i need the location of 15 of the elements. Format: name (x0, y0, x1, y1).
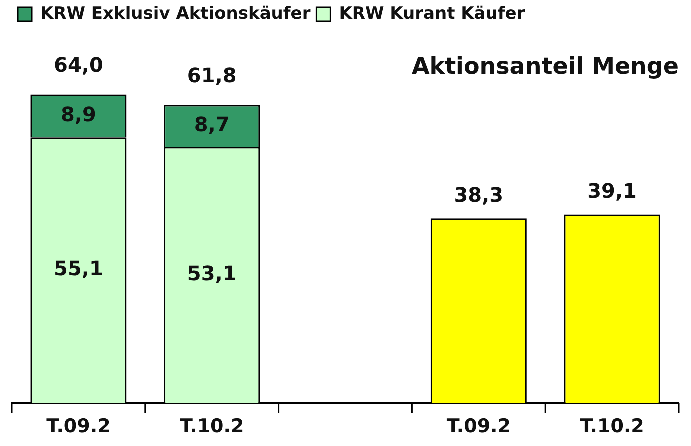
data-label: 8,7 (194, 112, 230, 136)
x-tick-label: T.09.2 (446, 416, 511, 438)
total-label: 64,0 (54, 52, 104, 77)
data-label: 55,1 (54, 256, 104, 281)
legend-label: KRW Exklusiv Aktionskäufer (40, 4, 312, 24)
data-label: 38,3 (454, 182, 504, 207)
total-label: 61,8 (187, 64, 237, 88)
text: Aktionsanteil Menge (412, 54, 679, 80)
x-tick-label: T.09.2 (46, 416, 111, 438)
legend-label: KRW Kurant Käufer (339, 4, 526, 24)
data-label: 8,9 (60, 102, 96, 126)
x-tick-label: T.10.2 (580, 416, 644, 438)
data-label: 39,1 (588, 178, 637, 203)
x-tick-label: T.10.2 (180, 416, 244, 438)
data-label: 53,1 (187, 261, 237, 286)
